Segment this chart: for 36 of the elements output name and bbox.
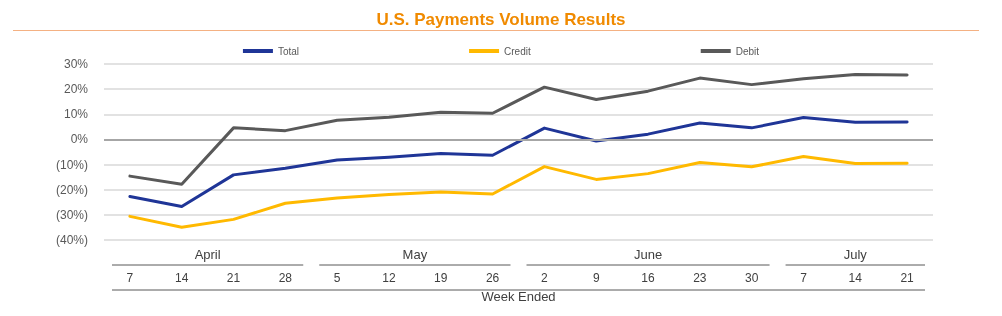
line-series <box>128 73 909 186</box>
y-tick-label: (30%) <box>55 207 88 222</box>
x-tick-label: 5 <box>333 271 341 285</box>
y-tick-label: 0% <box>70 132 89 147</box>
x-tick-label: 21 <box>226 271 241 285</box>
y-tick-label: (20%) <box>55 182 88 197</box>
text: May <box>402 247 428 262</box>
y-tick-label: 30% <box>63 57 89 71</box>
x-tick-label: 16 <box>641 271 656 285</box>
legend-label: Debit <box>735 45 760 57</box>
y-tick-label: 10% <box>63 107 89 122</box>
x-axis-title: Week Ended <box>481 289 556 304</box>
x-tick-label: 26 <box>485 271 500 285</box>
text: April <box>194 247 221 262</box>
y-tick-label: (40%) <box>55 233 88 247</box>
x-tick-label: 12 <box>382 271 396 285</box>
line-series <box>128 155 909 229</box>
x-tick-label: 19 <box>434 271 448 285</box>
x-tick-label: 14 <box>175 271 189 285</box>
x-tick-label: 23 <box>693 271 707 285</box>
legend-label: Credit <box>504 45 531 57</box>
x-tick-label: 9 <box>592 271 600 285</box>
x-tick-label: 2 <box>541 271 549 285</box>
y-tick-label: (10%) <box>55 157 88 172</box>
x-tick-label: 21 <box>900 271 915 285</box>
chart-title: U.S. Payments Volume Results <box>376 10 626 29</box>
text: June <box>633 247 663 262</box>
line-series <box>128 116 909 209</box>
x-tick-label: 7 <box>126 271 134 285</box>
y-tick-label: 20% <box>63 82 89 97</box>
x-tick-label: 28 <box>278 271 293 285</box>
text: July <box>843 247 868 262</box>
x-tick-label: 14 <box>848 271 863 285</box>
x-tick-label: 30 <box>744 271 759 285</box>
legend-label: Total <box>277 45 300 57</box>
x-tick-label: 7 <box>800 271 808 285</box>
